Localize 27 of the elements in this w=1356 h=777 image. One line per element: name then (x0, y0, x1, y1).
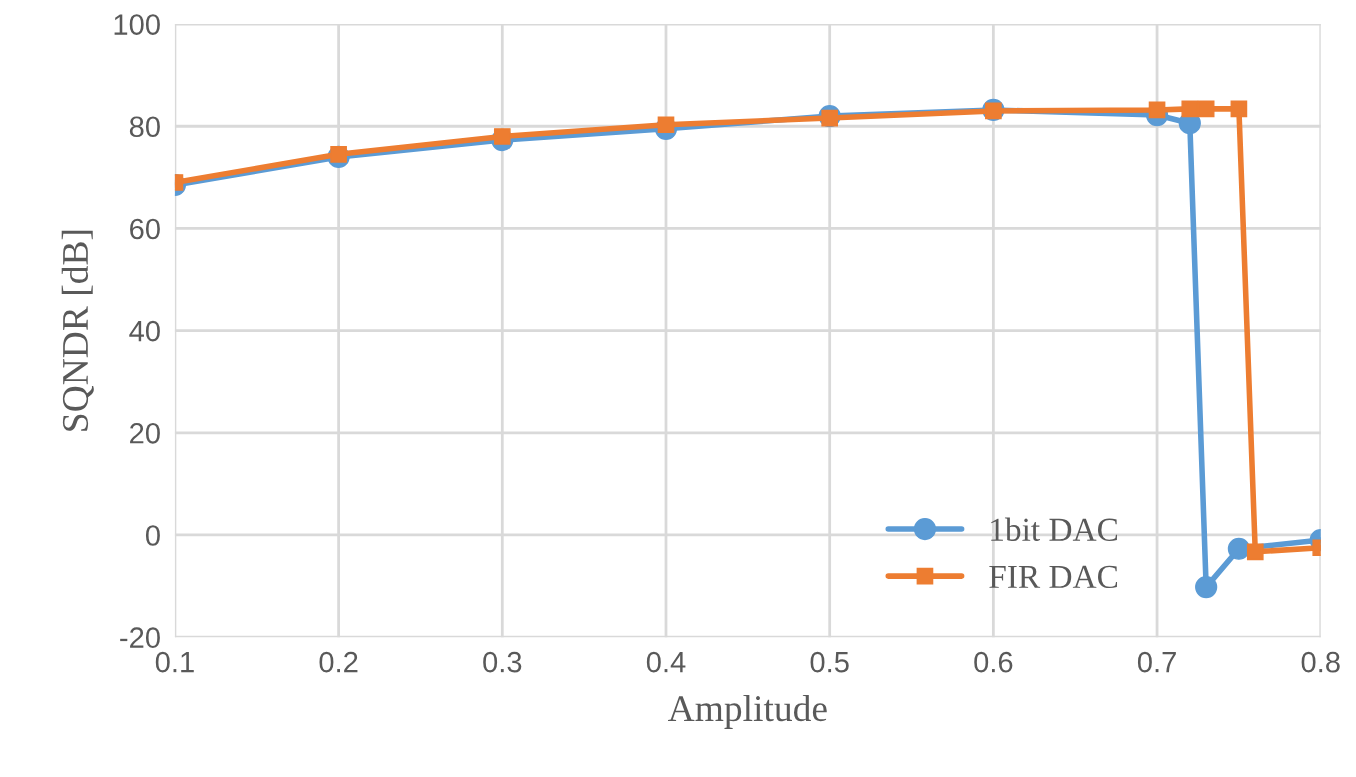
point (493, 128, 511, 145)
y-tick-label: 100 (114, 14, 160, 35)
point (1227, 537, 1251, 560)
legend-label: FIR DAC (989, 565, 1118, 589)
y-tick-label: -20 (120, 627, 160, 648)
x-tick-label: 0.7 (1137, 651, 1176, 673)
x-tick-label: 0.1 (155, 651, 194, 673)
point (1230, 100, 1248, 118)
point (1195, 575, 1218, 599)
y-tick-label: 20 (130, 422, 160, 444)
y-tick-label: 0 (145, 525, 160, 546)
x-tick-label: 0.3 (483, 651, 522, 673)
x-tick-label: 0.5 (810, 651, 849, 673)
y-tick-label: 60 (130, 218, 160, 240)
point (1181, 100, 1199, 118)
x-tick-label: 0.8 (1301, 651, 1340, 673)
x-tick-label: 0.6 (974, 651, 1013, 673)
x-axis-title: Amplitude (668, 694, 827, 729)
legend-label: 1bit DAC (991, 517, 1118, 542)
point (1246, 543, 1264, 561)
point (657, 116, 675, 134)
y-tick-label: 80 (129, 116, 160, 138)
point (1197, 100, 1215, 118)
x-tick-label: 0.4 (646, 651, 686, 673)
y-axis-title: SQNDR [dB] (61, 230, 94, 431)
y-tick-label: 40 (129, 320, 160, 342)
x-tick-label: 0.2 (319, 651, 358, 673)
